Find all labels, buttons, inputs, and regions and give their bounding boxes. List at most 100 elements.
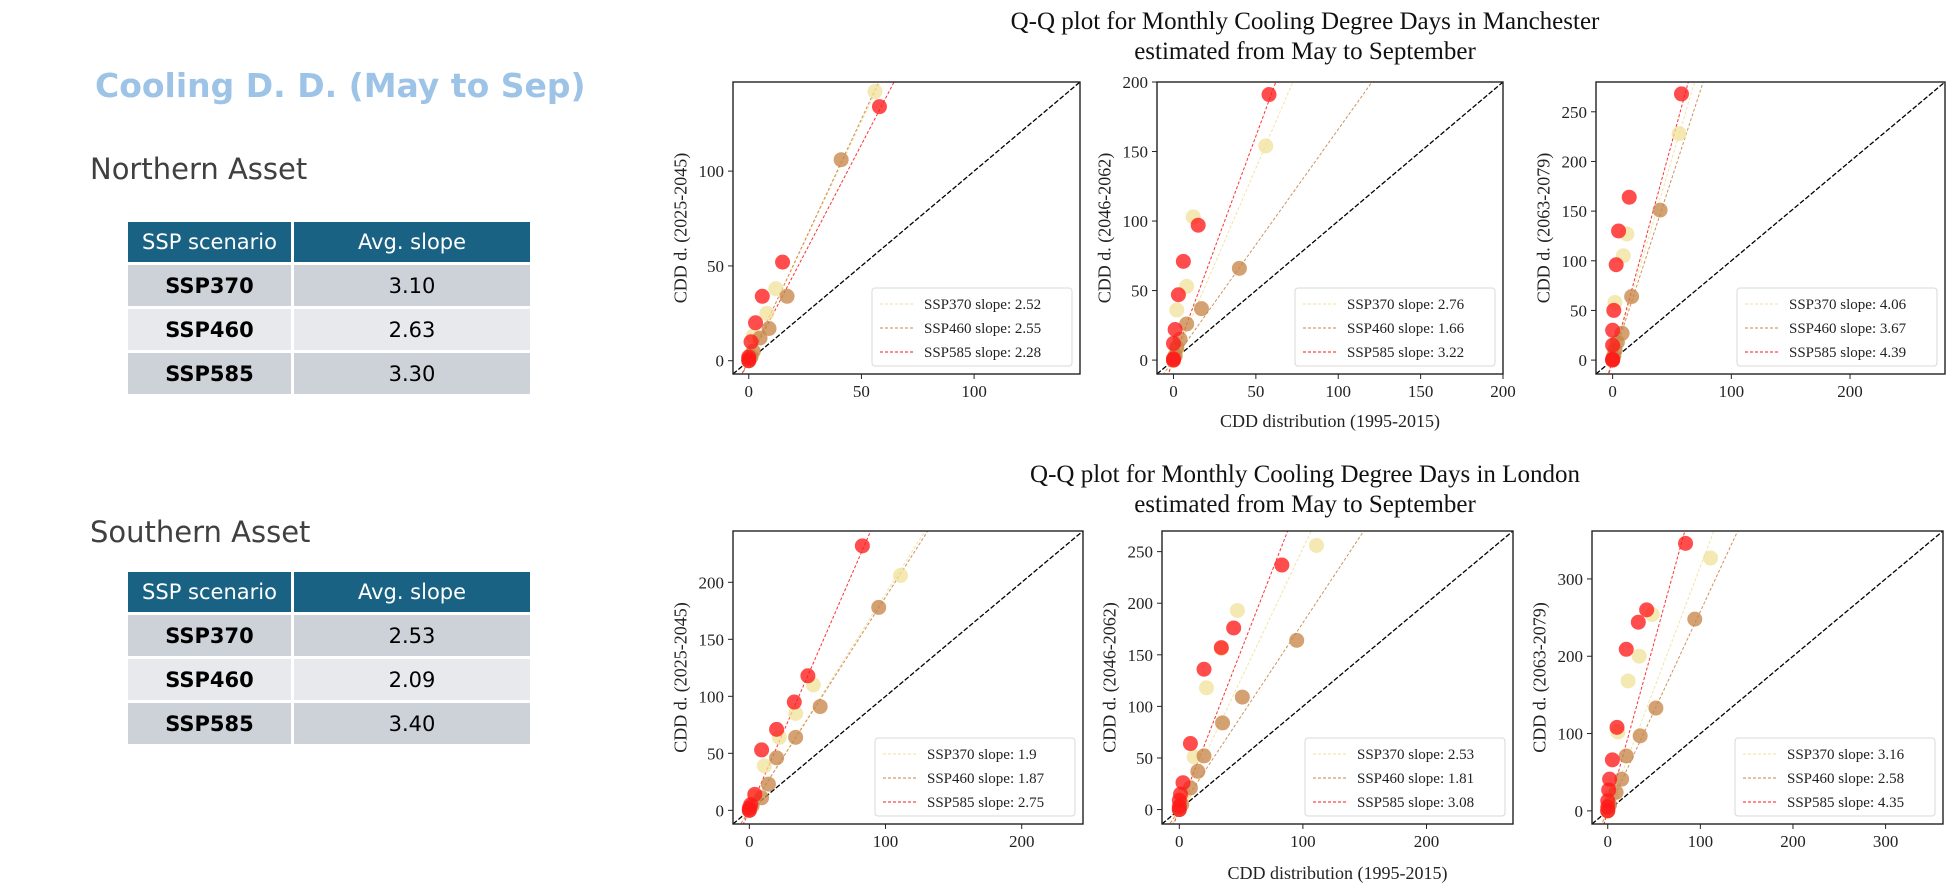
london-title-line1: Q-Q plot for Monthly Cooling Degree Days… (1030, 461, 1580, 488)
y-tick-label: 50 (707, 744, 724, 763)
legend-entry-ssp585: SSP585 slope: 4.39 (1789, 345, 1906, 361)
reference-line-y-equals-x (733, 82, 1080, 374)
x-tick-label: 0 (1608, 382, 1617, 401)
legend-entry-ssp460: SSP460 slope: 1.66 (1347, 321, 1465, 337)
data-point-ssp585 (754, 742, 770, 758)
data-point-ssp460 (1648, 700, 1664, 716)
data-point-ssp460 (1624, 289, 1640, 305)
x-tick-label: 100 (1290, 832, 1316, 851)
southern-asset-title: Southern Asset (90, 515, 311, 549)
plot-area (1596, 82, 1945, 374)
legend-entry-ssp370: SSP370 slope: 1.9 (927, 747, 1037, 763)
slope-cell: 3.10 (294, 265, 530, 306)
legend-entry-ssp370: SSP370 slope: 2.76 (1347, 297, 1465, 313)
data-point-ssp585 (1173, 786, 1189, 802)
data-point-ssp460 (761, 320, 777, 336)
fit-line-ssp585 (741, 82, 895, 374)
data-point-ssp585 (1673, 86, 1689, 102)
reference-line-y-equals-x (1162, 531, 1513, 824)
data-point-ssp585 (1274, 557, 1290, 573)
x-tick-label: 50 (853, 382, 870, 401)
legend: SSP370 slope: 4.06 SSP460 slope: 3.67 SSP5… (1736, 287, 1938, 367)
axes-frame (1156, 81, 1504, 375)
data-point-ssp370 (1229, 602, 1245, 618)
header-ssp-scenario: SSP scenario (128, 222, 291, 262)
x-tick-label: 200 (1490, 382, 1516, 401)
x-tick-label: 0 (1603, 832, 1612, 851)
axes-frame (732, 530, 1084, 825)
axes-frame (1591, 530, 1944, 825)
legend-box (1294, 287, 1496, 367)
plot-area (733, 82, 1080, 374)
legend-box (871, 287, 1073, 367)
legend-entry-ssp460: SSP460 slope: 3.67 (1789, 321, 1907, 337)
axes-frame (1595, 81, 1946, 375)
qq-chart-4: 0 100 200 0 50 100 150 200 CDD d. (2025-2045) SSP… (671, 530, 1084, 851)
data-point-ssp460 (1618, 748, 1634, 764)
scenario-cell: SSP585 (128, 353, 291, 394)
y-tick-label: 150 (1562, 202, 1588, 221)
data-point-ssp585 (1213, 640, 1229, 656)
slide-title: Cooling D. D. (May to Sep) (95, 66, 586, 105)
legend-entry-ssp370: SSP370 slope: 2.53 (1357, 747, 1474, 763)
southern-slope-table: SSP scenario Avg. slope SSP370 2.53 SSP4… (125, 569, 533, 747)
y-axis-label: CDD d. (2025-2045) (671, 153, 692, 304)
x-tick-label: 0 (1175, 832, 1184, 851)
x-tick-label: 100 (1719, 382, 1745, 401)
axes-frame (1161, 530, 1514, 825)
data-point-ssp585 (769, 721, 785, 737)
data-point-ssp370 (1169, 302, 1185, 318)
data-point-ssp585 (748, 315, 764, 331)
scenario-cell: SSP370 (128, 265, 291, 306)
legend: SSP370 slope: 2.52 SSP460 slope: 2.55 SSP5… (871, 287, 1073, 367)
plot-area (1592, 531, 1943, 824)
y-tick-label: 150 (1123, 143, 1149, 162)
data-point-ssp370 (1620, 673, 1636, 689)
legend-entry-ssp370: SSP370 slope: 3.16 (1787, 747, 1905, 763)
y-tick-label: 150 (1128, 646, 1154, 665)
data-point-ssp460 (1193, 301, 1209, 317)
reference-line-y-equals-x (1157, 82, 1503, 374)
x-tick-label: 150 (1408, 382, 1434, 401)
data-point-ssp460 (833, 152, 849, 168)
data-point-ssp585 (1196, 661, 1212, 677)
legend-entry-ssp585: SSP585 slope: 2.28 (924, 345, 1041, 361)
y-tick-label: 100 (699, 687, 725, 706)
legend-entry-ssp585: SSP585 slope: 2.75 (927, 795, 1044, 811)
legend-entry-ssp370: SSP370 slope: 4.06 (1789, 297, 1907, 313)
slope-cell: 3.40 (294, 703, 530, 744)
x-tick-label: 100 (1688, 832, 1714, 851)
table-row: SSP585 3.40 (128, 703, 530, 744)
reference-line-y-equals-x (1592, 531, 1943, 824)
data-point-ssp370 (1308, 537, 1324, 553)
data-point-ssp585 (775, 254, 791, 270)
x-tick-label: 200 (1837, 382, 1863, 401)
data-point-ssp585 (754, 288, 770, 304)
legend: SSP370 slope: 2.76 SSP460 slope: 1.66 SSP5… (1294, 287, 1496, 367)
x-tick-label: 100 (961, 382, 987, 401)
data-point-ssp460 (1652, 202, 1668, 218)
legend: SSP370 slope: 1.9 SSP460 slope: 1.87 SSP58… (874, 737, 1076, 817)
legend-entry-ssp460: SSP460 slope: 1.81 (1357, 771, 1474, 787)
data-point-ssp460 (1289, 632, 1305, 648)
slope-cell: 2.63 (294, 309, 530, 350)
x-tick-label: 0 (745, 382, 754, 401)
manchester-title-line1: Q-Q plot for Monthly Cooling Degree Days… (1010, 8, 1600, 35)
london-x-axis-label: CDD distribution (1995-2015) (1228, 863, 1448, 884)
y-tick-label: 200 (1562, 152, 1588, 171)
data-point-ssp460 (1179, 316, 1195, 332)
data-point-ssp460 (1614, 771, 1630, 787)
fit-line-ssp460 (1162, 82, 1373, 374)
y-tick-label: 150 (699, 630, 725, 649)
reference-line-y-equals-x (733, 531, 1083, 824)
data-point-ssp370 (1671, 126, 1687, 142)
fit-line-ssp370 (1166, 82, 1294, 374)
london-figure-title: Q-Q plot for Monthly Cooling Degree Days… (640, 460, 1953, 520)
qq-chart-5: 0 100 200 0 50 100 150 200 250 CDD d. (2046-2062)… (1100, 530, 1514, 851)
y-tick-label: 50 (1570, 301, 1587, 320)
y-tick-label: 200 (1128, 594, 1154, 613)
data-point-ssp585 (1165, 335, 1181, 351)
y-tick-label: 0 (1575, 802, 1584, 821)
y-tick-label: 100 (1123, 212, 1149, 231)
x-tick-label: 200 (1009, 832, 1035, 851)
